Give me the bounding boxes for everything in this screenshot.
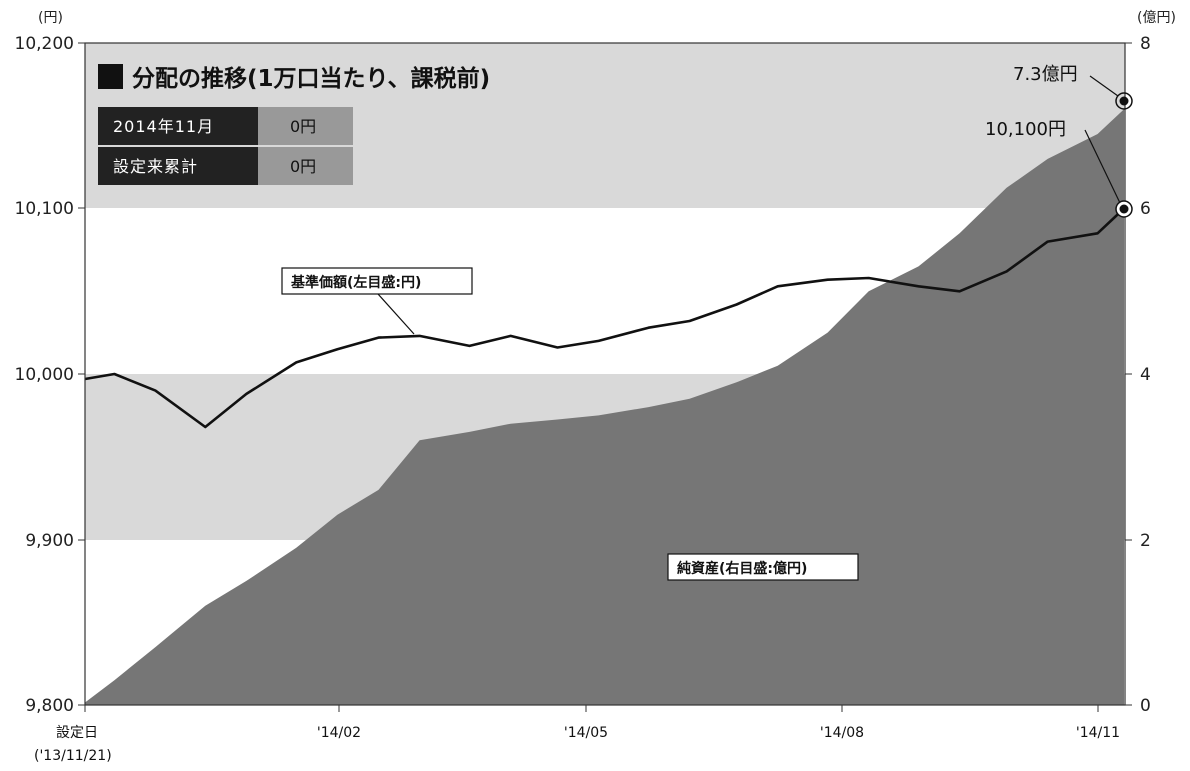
right-axis-unit: (億円) [1137, 10, 1176, 26]
assets-series-label: 純資産(右目盛:億円) [667, 553, 859, 581]
right-tick-label-4: 8 [1140, 34, 1151, 54]
right-tick-label-0: 0 [1140, 696, 1151, 716]
x-axis: 設定日 ('13/11/21) '14/02 '14/05 '14/08 '14… [34, 705, 1120, 764]
table-value-0: 0円 [290, 117, 316, 136]
end-nav-marker [1119, 204, 1129, 214]
end-assets-leader [1089, 75, 1119, 97]
left-tick-label-4: 10,200 [15, 34, 74, 54]
x-tick-label-1: '14/02 [317, 725, 361, 741]
x-tick-label-4: '14/11 [1076, 725, 1120, 741]
end-assets-annotation: 7.3億円 [1013, 64, 1078, 85]
table-value-1: 0円 [290, 157, 316, 176]
distribution-panel: 分配の推移(1万口当たり、課税前) 2014年11月 0円 設定来累計 0円 [98, 64, 490, 185]
left-axis: (円) 9,800 9,900 10,000 10,100 10,200 [15, 10, 85, 716]
end-nav-leader [1084, 129, 1121, 204]
table-label-0: 2014年11月 [113, 117, 214, 136]
right-axis: (億円) 0 2 4 6 8 [1125, 10, 1176, 716]
assets-label-box [667, 553, 859, 581]
table-cell-label-1 [98, 147, 258, 185]
nav-series-label: 基準価額(左目盛:円) [281, 267, 473, 335]
nav-line [84, 207, 1125, 429]
title-square-icon [98, 64, 123, 89]
left-tick-label-2: 10,000 [15, 365, 74, 385]
left-tick-label-3: 10,100 [15, 199, 74, 219]
right-tick-label-3: 6 [1140, 199, 1151, 219]
table-cell-label-0 [98, 107, 258, 145]
end-annotations: 7.3億円 10,100円 [985, 64, 1133, 218]
nav-label-text: 基準価額(左目盛:円) [291, 274, 421, 291]
right-tick-label-2: 4 [1140, 365, 1151, 385]
table-cell-value-0 [258, 107, 353, 145]
left-axis-unit: (円) [38, 10, 63, 26]
right-tick-label-1: 2 [1140, 531, 1151, 551]
table-cell-value-1 [258, 147, 353, 185]
x-tick-label-0: 設定日 [56, 725, 98, 741]
x-tick-label-2: '14/05 [564, 725, 608, 741]
x-tick-label-3: '14/08 [820, 725, 864, 741]
nav-label-leader [377, 293, 415, 335]
end-assets-marker [1119, 96, 1129, 106]
nav-label-box [281, 267, 473, 295]
end-assets-marker-ring [1115, 92, 1133, 110]
x-tick-label-0-sub: ('13/11/21) [34, 748, 112, 764]
assets-label-text: 純資産(右目盛:億円) [677, 560, 807, 577]
chart-title: 分配の推移(1万口当たり、課税前) [132, 65, 490, 92]
net-assets-area [85, 109, 1124, 705]
left-tick-label-0: 9,800 [25, 696, 74, 716]
left-tick-label-1: 9,900 [25, 531, 74, 551]
end-nav-annotation: 10,100円 [985, 119, 1066, 140]
table-label-1: 設定来累計 [113, 157, 198, 176]
